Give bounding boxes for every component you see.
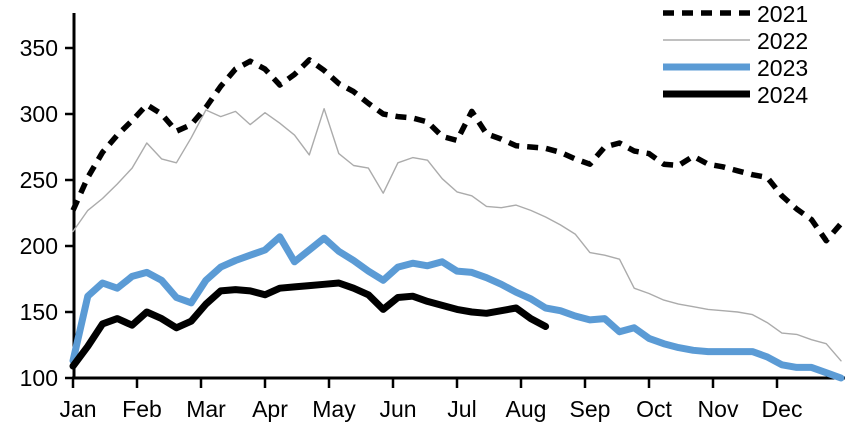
legend-item-2022: 2022	[663, 28, 808, 54]
x-axis-tick-label: Feb	[122, 396, 162, 422]
series-2021-line	[70, 57, 844, 244]
x-axis-tick-label: Jun	[379, 396, 416, 422]
x-axis-tick-label: Jul	[447, 396, 476, 422]
y-axis-tick-label: 350	[20, 35, 58, 61]
y-axis-tick-label: 100	[20, 365, 58, 391]
y-axis-tick-label: 150	[20, 299, 58, 325]
x-axis-tick-label: Oct	[636, 396, 672, 422]
x-axis-tick-label: Apr	[252, 396, 288, 422]
x-axis-tick-label: Dec	[762, 396, 803, 422]
x-axis-tick-label: Aug	[506, 396, 547, 422]
x-axis-tick-label: Mar	[186, 396, 226, 422]
y-axis-tick-label: 200	[20, 233, 58, 259]
x-axis-tick-label: May	[312, 396, 356, 422]
series-2022-line	[72, 107, 842, 362]
legend-label-2022: 2022	[757, 28, 808, 54]
legend-item-2024: 2024	[663, 82, 808, 108]
legend-label-2023: 2023	[757, 55, 808, 81]
y-axis-tick-label: 300	[20, 101, 58, 127]
x-axis-tick-label: Sep	[570, 396, 611, 422]
legend-item-2021: 2021	[663, 1, 808, 27]
series-2024-line	[69, 279, 550, 370]
legend-item-2023: 2023	[663, 55, 808, 81]
series-2023-line	[69, 233, 845, 382]
x-axis-tick-label: Nov	[698, 396, 739, 422]
x-axis-tick-label: Jan	[59, 396, 96, 422]
legend-label-2024: 2024	[757, 82, 808, 108]
legend-label-2021: 2021	[757, 1, 808, 27]
y-axis-tick-label: 250	[20, 167, 58, 193]
